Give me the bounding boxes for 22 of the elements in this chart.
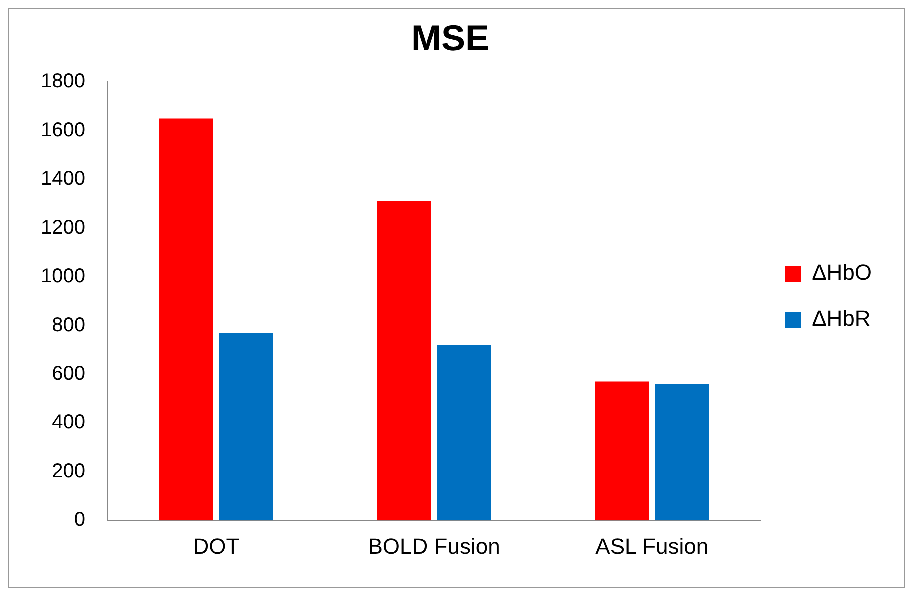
y-tick-label: 600 [52,362,86,385]
y-tick-label: 200 [52,460,86,482]
y-tick-label: 1200 [40,216,86,239]
y-tick-label: 1400 [40,168,86,190]
bar [595,382,650,521]
legend-label: ΔHbR [812,306,871,332]
x-tick-label: DOT [193,534,240,559]
bar [377,202,432,521]
y-tick-label: 1600 [40,119,86,142]
y-tick-label: 1800 [40,70,86,93]
y-tick-label: 800 [52,314,86,336]
x-tick-label: BOLD Fusion [368,534,500,559]
y-tick-label: 1000 [40,266,86,288]
bar [655,384,710,521]
bar [219,333,274,521]
bar [160,118,214,521]
legend-label: ΔHbO [812,260,872,286]
y-tick-label: 400 [52,412,86,434]
chart-title: MSE [411,18,490,59]
y-tick-label: 0 [74,509,86,532]
x-tick-label: ASL Fusion [596,534,709,559]
bar [437,345,492,521]
